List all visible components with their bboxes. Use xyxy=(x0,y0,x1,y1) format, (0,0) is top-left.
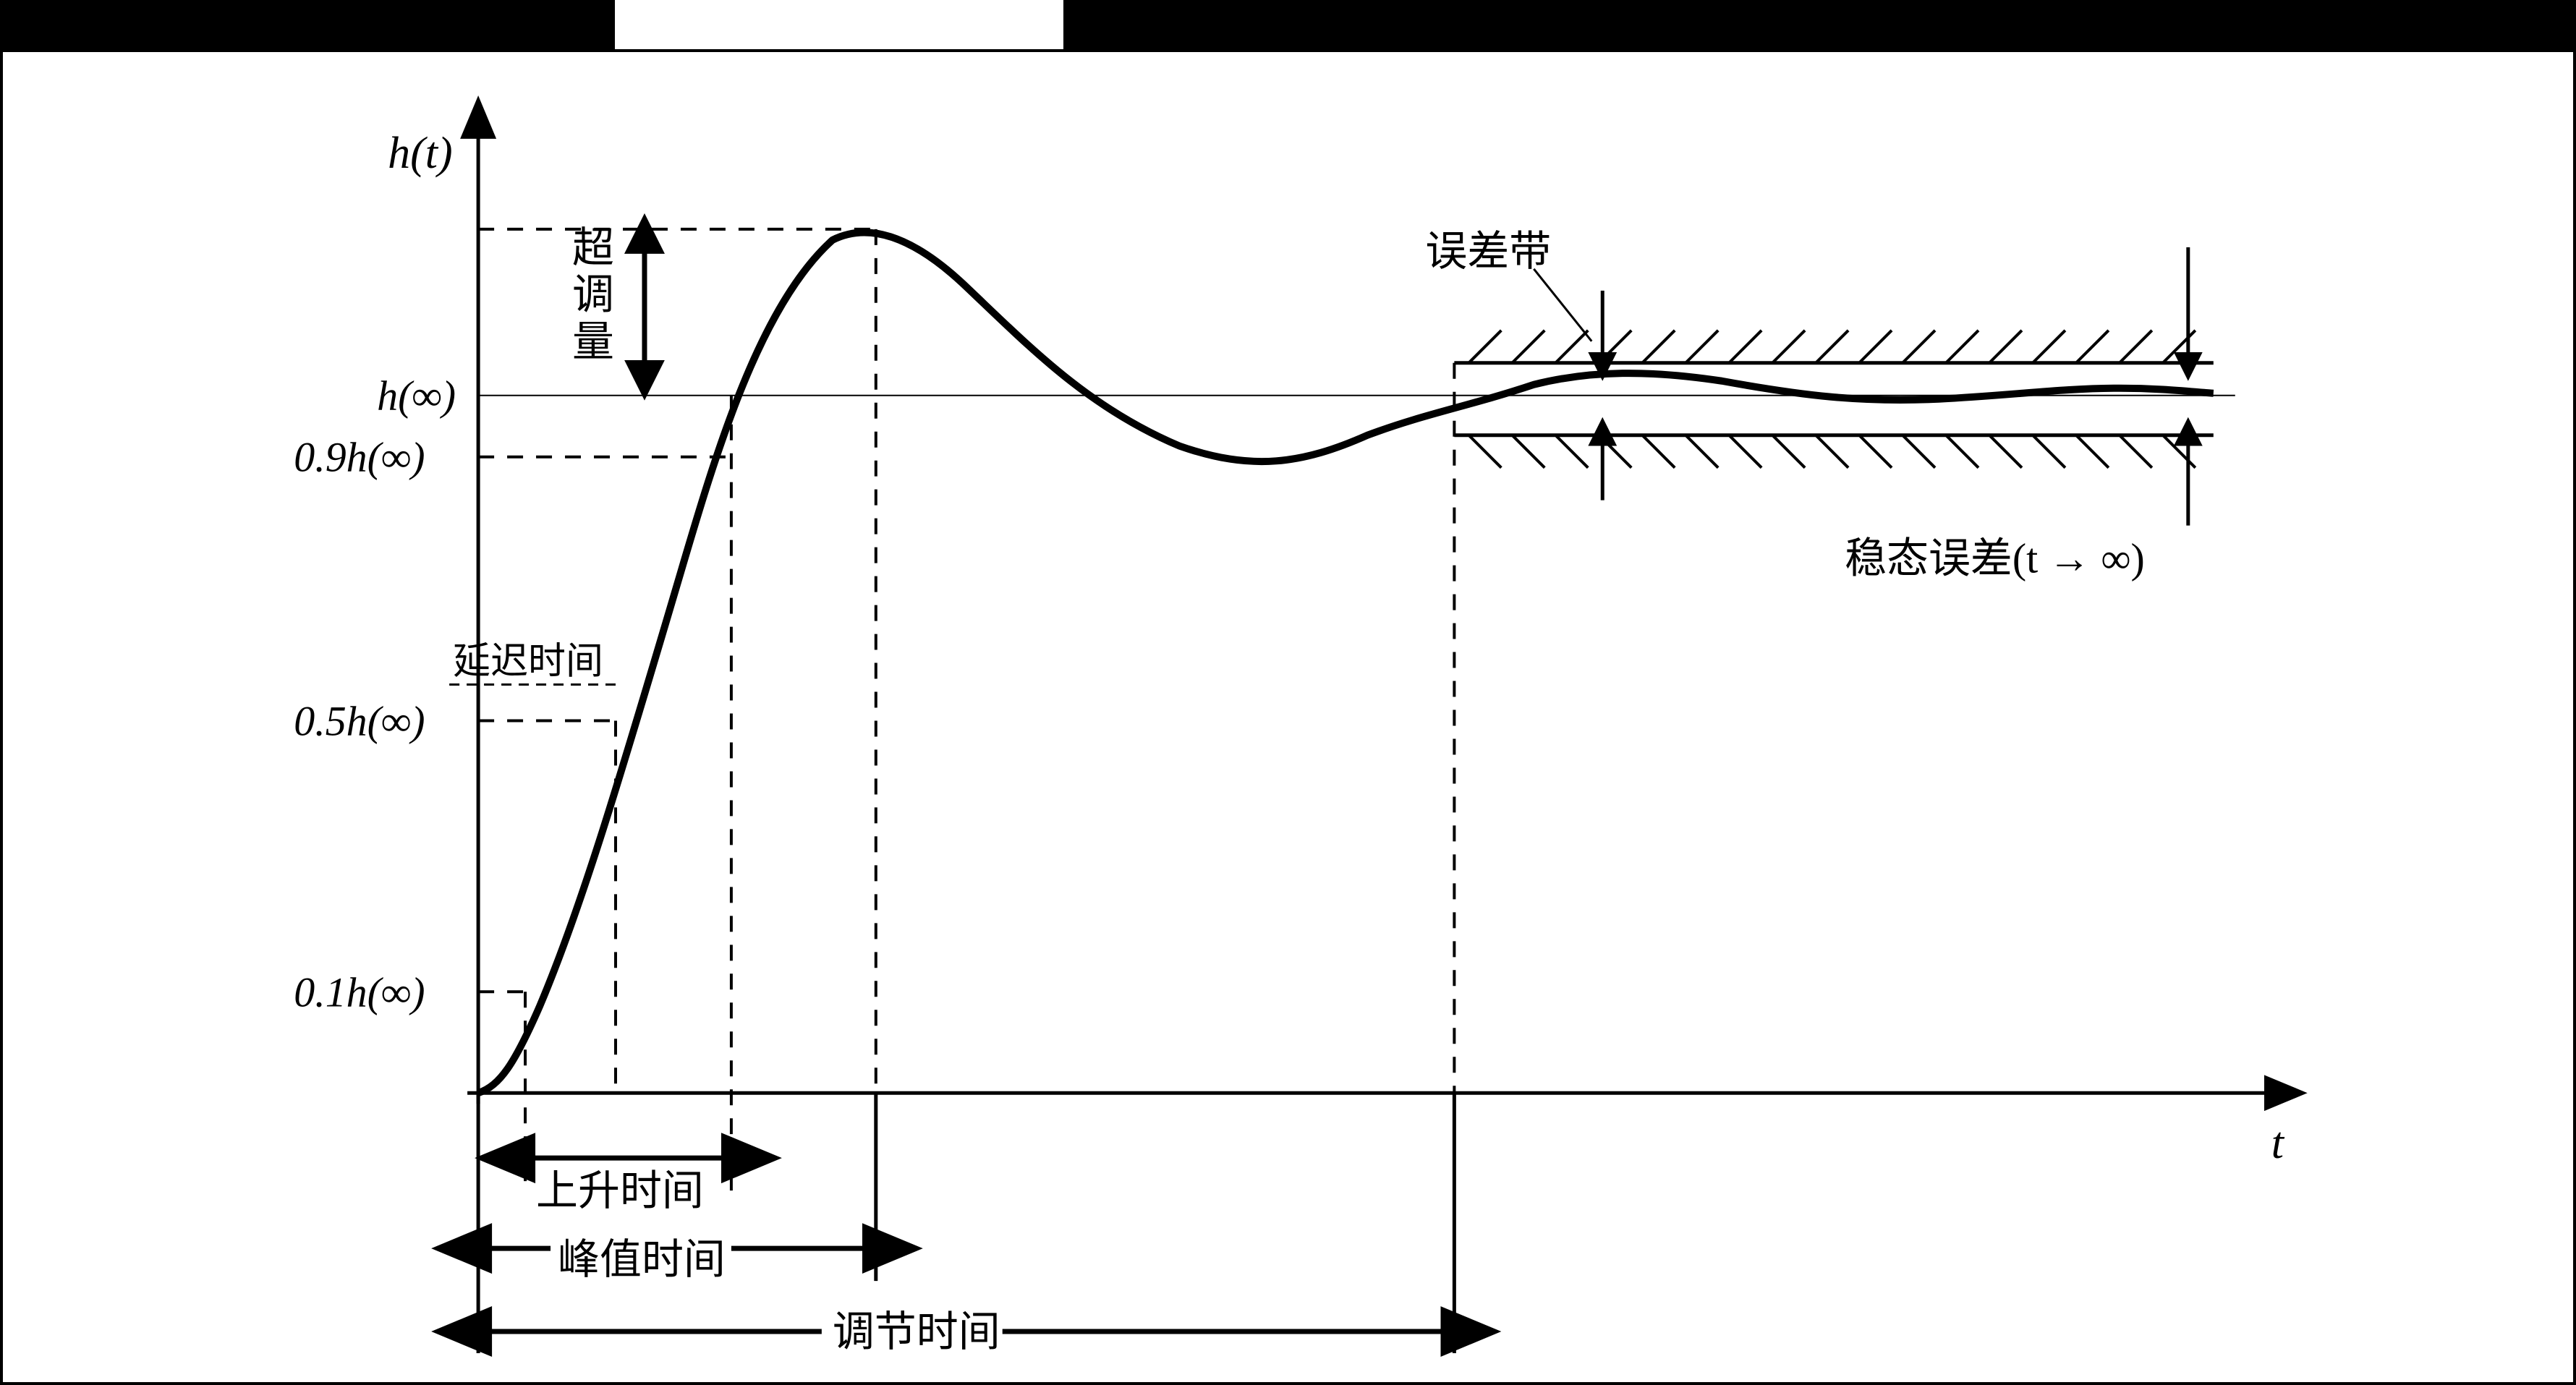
svg-text:延迟时间: 延迟时间 xyxy=(453,642,603,683)
svg-text:调节时间: 调节时间 xyxy=(833,1308,1000,1355)
overshoot-char3: 量 xyxy=(572,318,614,365)
step-response-diagram: h(t) t h(∞) 0.9h(∞) 0.5h(∞) 0.1h(∞) 误差带 xyxy=(3,52,2573,1382)
settling-time-dim: 调节时间 xyxy=(482,1308,1450,1355)
rise-time-dim: 上升时间 xyxy=(525,1158,731,1214)
x-axis-label: t xyxy=(2271,1119,2285,1168)
y-axis-label: h(t) xyxy=(388,129,452,178)
error-band-label: 误差带 xyxy=(1425,228,1551,275)
hatch-bot xyxy=(1468,435,2195,468)
axes: h(t) t xyxy=(388,129,2285,1168)
top-black-bar xyxy=(0,0,2576,49)
h-inf-label: h(∞) xyxy=(377,372,456,419)
hatch-top xyxy=(1468,331,2195,363)
h01-label: 0.1h(∞) xyxy=(294,968,425,1015)
overshoot-annot: 超 调 量 xyxy=(572,224,645,370)
diagram-frame: h(t) t h(∞) 0.9h(∞) 0.5h(∞) 0.1h(∞) 误差带 xyxy=(0,49,2576,1385)
h09-label: 0.9h(∞) xyxy=(294,434,425,481)
peak-time-dim: 峰值时间 峰值时间 xyxy=(482,1236,872,1283)
svg-text:峰值时间: 峰值时间 xyxy=(558,1236,726,1283)
h05-label: 0.5h(∞) xyxy=(294,697,425,744)
overshoot-char2: 调 xyxy=(572,271,614,318)
svg-text:上升时间: 上升时间 xyxy=(536,1167,704,1214)
error-band-label-line xyxy=(1534,269,1591,341)
overshoot-char1: 超 xyxy=(572,224,614,271)
steady-error-label: 稳态误差(t → ∞) xyxy=(1845,535,2145,582)
delay-time-annot: 延迟时间 xyxy=(449,642,616,685)
top-bar-gap xyxy=(615,0,1063,49)
